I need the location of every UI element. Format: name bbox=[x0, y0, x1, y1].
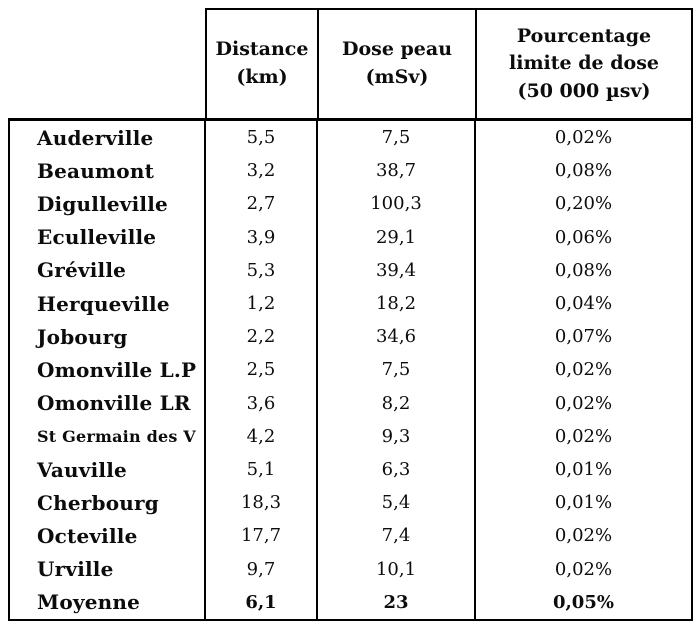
dose-cell: 7,4 bbox=[316, 519, 474, 553]
row-name-cell: Auderville bbox=[37, 125, 154, 150]
dose-table: Distance (km) Dose peau (mSv) Pourcentag… bbox=[8, 8, 693, 621]
row-name-cell: St Germain des V bbox=[37, 426, 196, 446]
header-pourcentage-limite: Pourcentage limite de dose (50 000 µsv) bbox=[475, 10, 691, 118]
dose-cell: 23 bbox=[316, 585, 474, 619]
distance-cell: 5,1 bbox=[204, 453, 316, 487]
header-dose-peau: Dose peau (mSv) bbox=[317, 10, 475, 118]
row-name-cell: Omonville LR bbox=[37, 391, 191, 416]
dose-cell: 5,4 bbox=[316, 486, 474, 520]
pct-cell: 0,05% bbox=[474, 585, 691, 619]
dose-cell: 38,7 bbox=[316, 154, 474, 188]
distance-cell: 1,2 bbox=[204, 287, 316, 321]
pct-cell: 0,08% bbox=[474, 154, 691, 188]
row-name-cell: Eculleville bbox=[37, 225, 157, 250]
row-name-cell: Moyenne bbox=[37, 590, 141, 615]
dose-cell: 29,1 bbox=[316, 220, 474, 254]
row-name-cell: Gréville bbox=[37, 258, 127, 283]
dose-cell: 34,6 bbox=[316, 320, 474, 354]
row-name-cell: Cherbourg bbox=[37, 490, 159, 515]
pct-cell: 0,02% bbox=[474, 121, 691, 155]
distance-cell: 6,1 bbox=[204, 585, 316, 619]
dose-cell: 8,2 bbox=[316, 386, 474, 420]
table-body: Auderville 5,5 7,5 0,02% Beaumont 3,2 38,7 0,08… bbox=[8, 118, 693, 621]
distance-cell: 3,2 bbox=[204, 154, 316, 188]
distance-cell: 2,5 bbox=[204, 353, 316, 387]
pct-cell: 0,01% bbox=[474, 486, 691, 520]
dose-cell: 9,3 bbox=[316, 419, 474, 453]
pct-cell: 0,02% bbox=[474, 386, 691, 420]
row-name-cell: Digulleville bbox=[37, 191, 168, 216]
dose-cell: 100,3 bbox=[316, 187, 474, 221]
table-header-row: Distance (km) Dose peau (mSv) Pourcentag… bbox=[205, 8, 693, 118]
row-name-cell: Vauville bbox=[37, 457, 127, 482]
pct-cell: 0,02% bbox=[474, 353, 691, 387]
distance-cell: 17,7 bbox=[204, 519, 316, 553]
pct-cell: 0,07% bbox=[474, 320, 691, 354]
pct-cell: 0,02% bbox=[474, 552, 691, 586]
dose-cell: 7,5 bbox=[316, 353, 474, 387]
pct-cell: 0,06% bbox=[474, 220, 691, 254]
distance-cell: 2,7 bbox=[204, 187, 316, 221]
row-name-cell: Herqueville bbox=[37, 291, 170, 316]
dose-cell: 39,4 bbox=[316, 253, 474, 287]
pct-cell: 0,01% bbox=[474, 453, 691, 487]
row-name-cell: Octeville bbox=[37, 523, 138, 548]
distance-cell: 3,9 bbox=[204, 220, 316, 254]
distance-cell: 9,7 bbox=[204, 552, 316, 586]
dose-cell: 10,1 bbox=[316, 552, 474, 586]
pct-cell: 0,04% bbox=[474, 287, 691, 321]
distance-cell: 2,2 bbox=[204, 320, 316, 354]
row-name-cell: Omonville L.P bbox=[37, 357, 197, 382]
pct-cell: 0,02% bbox=[474, 419, 691, 453]
row-name-cell: Jobourg bbox=[37, 324, 128, 349]
pct-cell: 0,20% bbox=[474, 187, 691, 221]
row-name-cell: Urville bbox=[37, 557, 114, 582]
pct-cell: 0,02% bbox=[474, 519, 691, 553]
distance-cell: 18,3 bbox=[204, 486, 316, 520]
row-name-cell: Beaumont bbox=[37, 158, 155, 183]
dose-cell: 6,3 bbox=[316, 453, 474, 487]
distance-cell: 5,3 bbox=[204, 253, 316, 287]
dose-cell: 7,5 bbox=[316, 121, 474, 155]
distance-cell: 4,2 bbox=[204, 419, 316, 453]
dose-cell: 18,2 bbox=[316, 287, 474, 321]
distance-cell: 3,6 bbox=[204, 386, 316, 420]
pct-cell: 0,08% bbox=[474, 253, 691, 287]
distance-cell: 5,5 bbox=[204, 121, 316, 155]
header-distance: Distance (km) bbox=[215, 38, 309, 88]
